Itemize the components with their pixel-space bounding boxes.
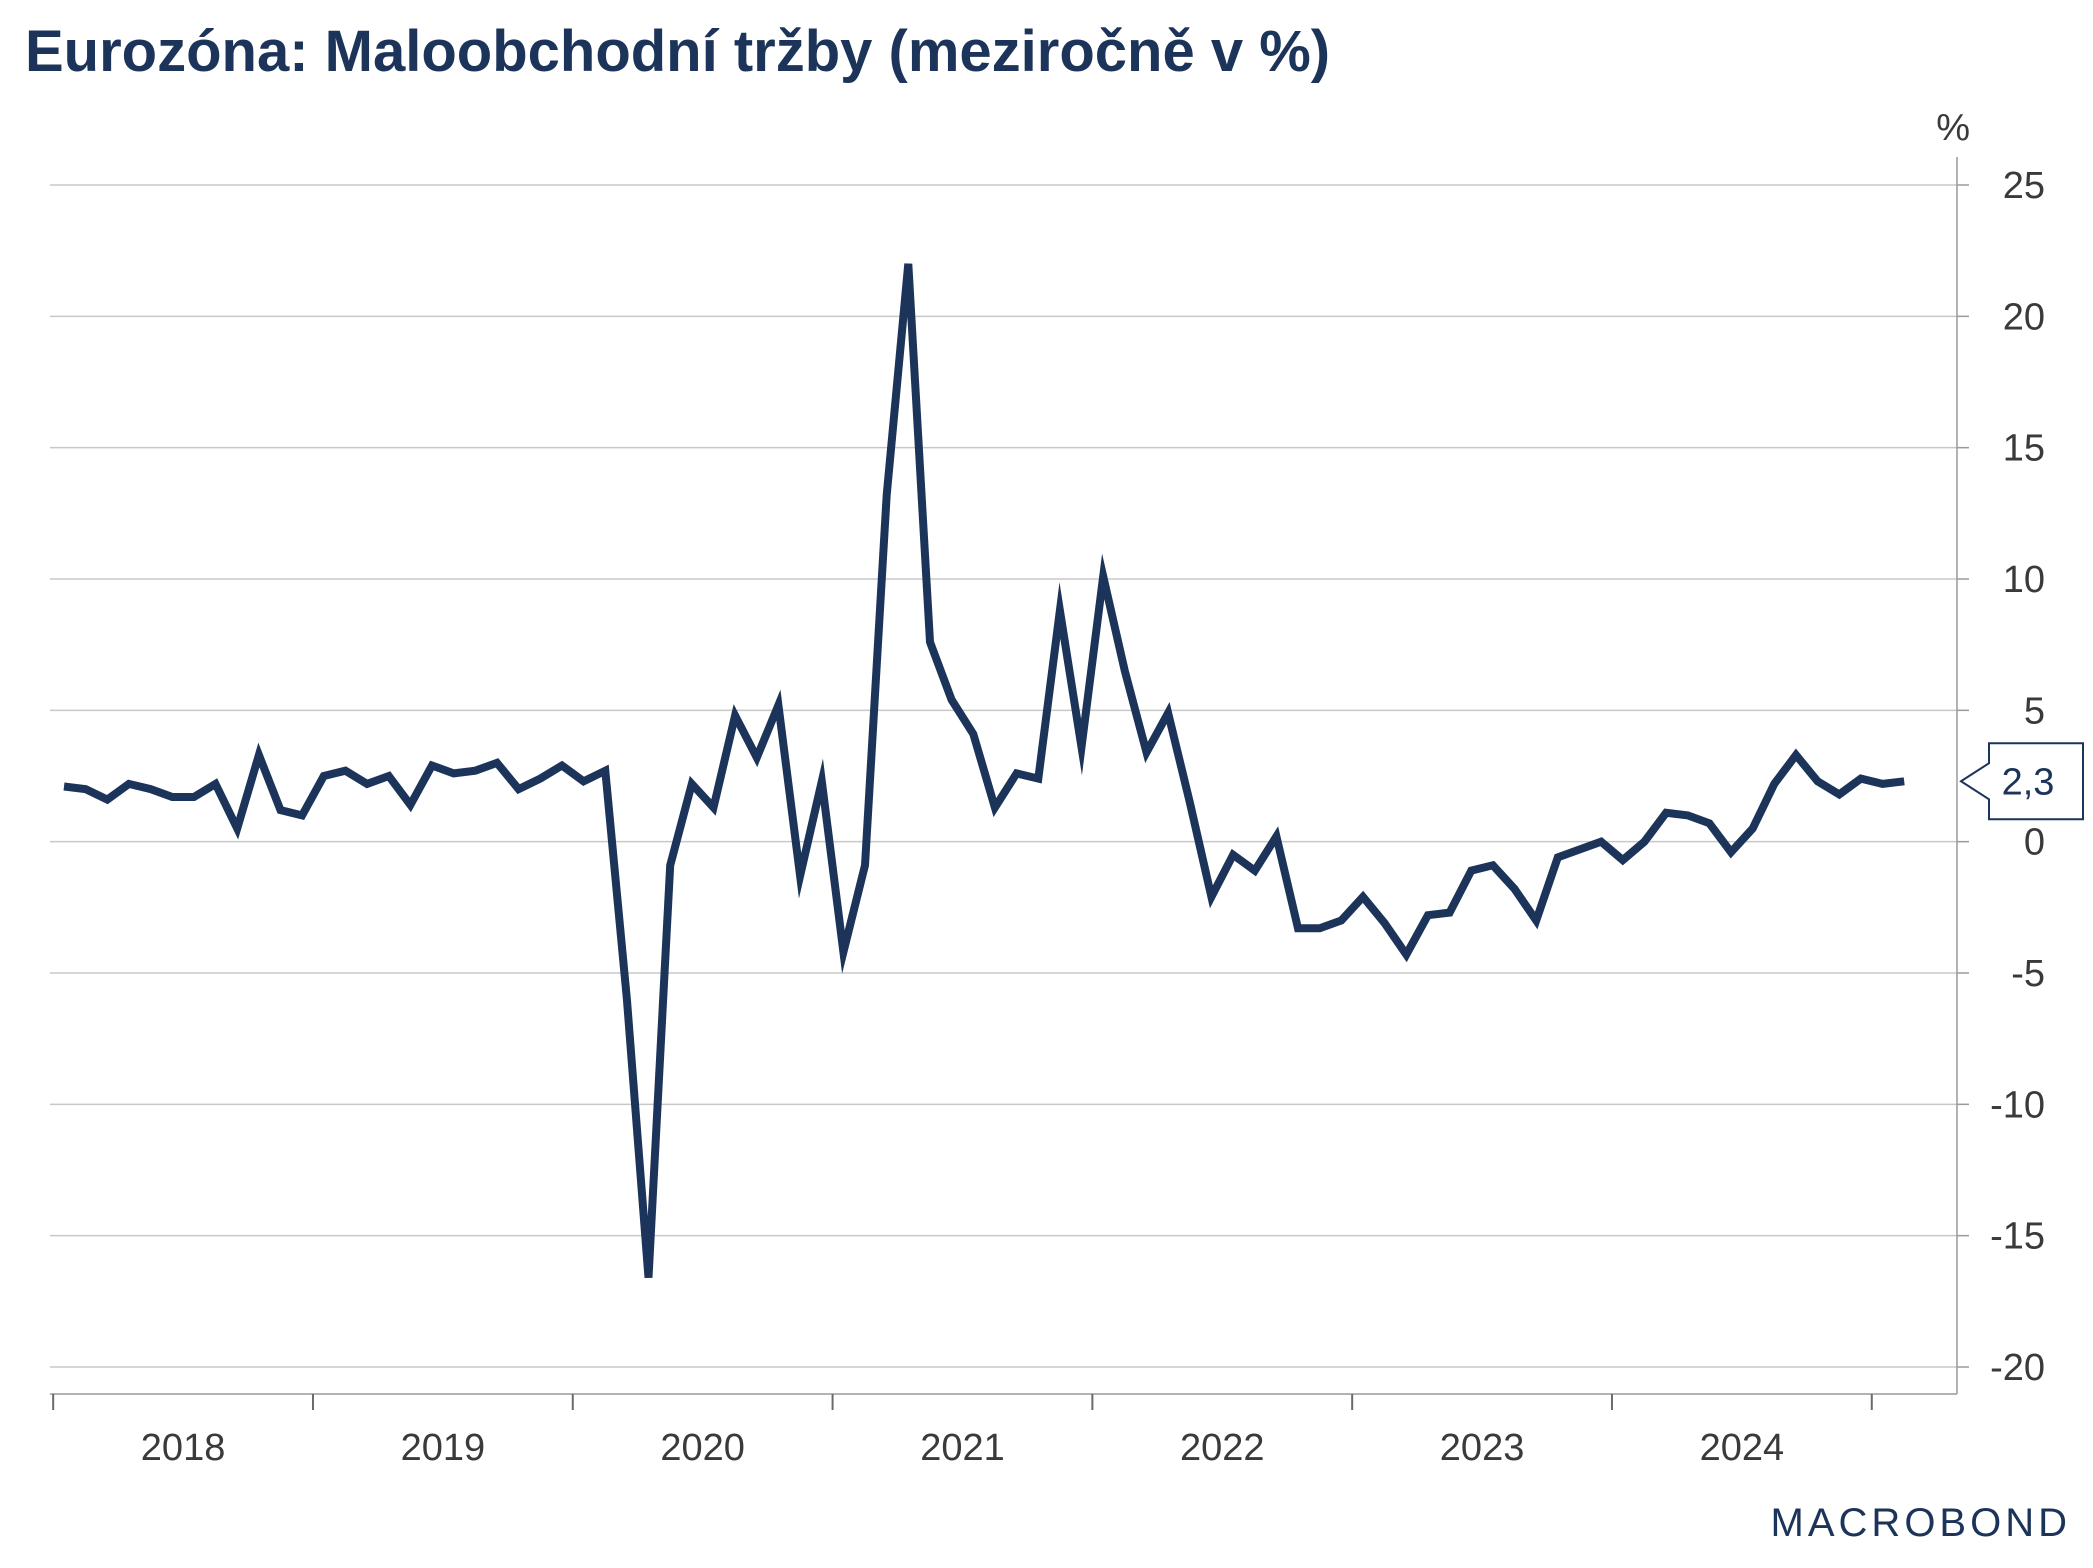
last-value-label: 2,3 <box>2002 761 2055 803</box>
last-value-callout: 2,3 <box>1959 742 2084 821</box>
y-tick-label-20: 20 <box>2003 296 2045 338</box>
x-tick-label-2018: 2018 <box>141 1427 226 1469</box>
macrobond-logo: MACROBOND <box>1770 1501 2071 1545</box>
y-axis-unit-label: % <box>1936 107 1970 149</box>
last-value-box <box>1959 742 2084 821</box>
y-tick-label--5: -5 <box>2011 953 2045 995</box>
y-tick-label--15: -15 <box>1990 1216 2045 1258</box>
y-tick-label--10: -10 <box>1990 1084 2045 1126</box>
x-tick-label-2021: 2021 <box>920 1427 1005 1469</box>
chart-title: Eurozóna: Maloobchodní tržby (meziročně … <box>25 19 1331 84</box>
y-tick-label-15: 15 <box>2003 428 2045 470</box>
y-tick-label-10: 10 <box>2003 559 2045 601</box>
y-tick-label-25: 25 <box>2003 165 2045 207</box>
x-tick-label-2024: 2024 <box>1700 1427 1785 1469</box>
x-tick-label-2023: 2023 <box>1440 1427 1525 1469</box>
x-tick-label-2020: 2020 <box>660 1427 745 1469</box>
series-line-0 <box>63 263 1905 1279</box>
y-tick-label-5: 5 <box>2024 690 2045 732</box>
y-tick-label-0: 0 <box>2024 822 2045 864</box>
x-tick-label-2019: 2019 <box>401 1427 486 1469</box>
y-tick-label--20: -20 <box>1990 1347 2045 1389</box>
x-tick-label-2022: 2022 <box>1180 1427 1265 1469</box>
